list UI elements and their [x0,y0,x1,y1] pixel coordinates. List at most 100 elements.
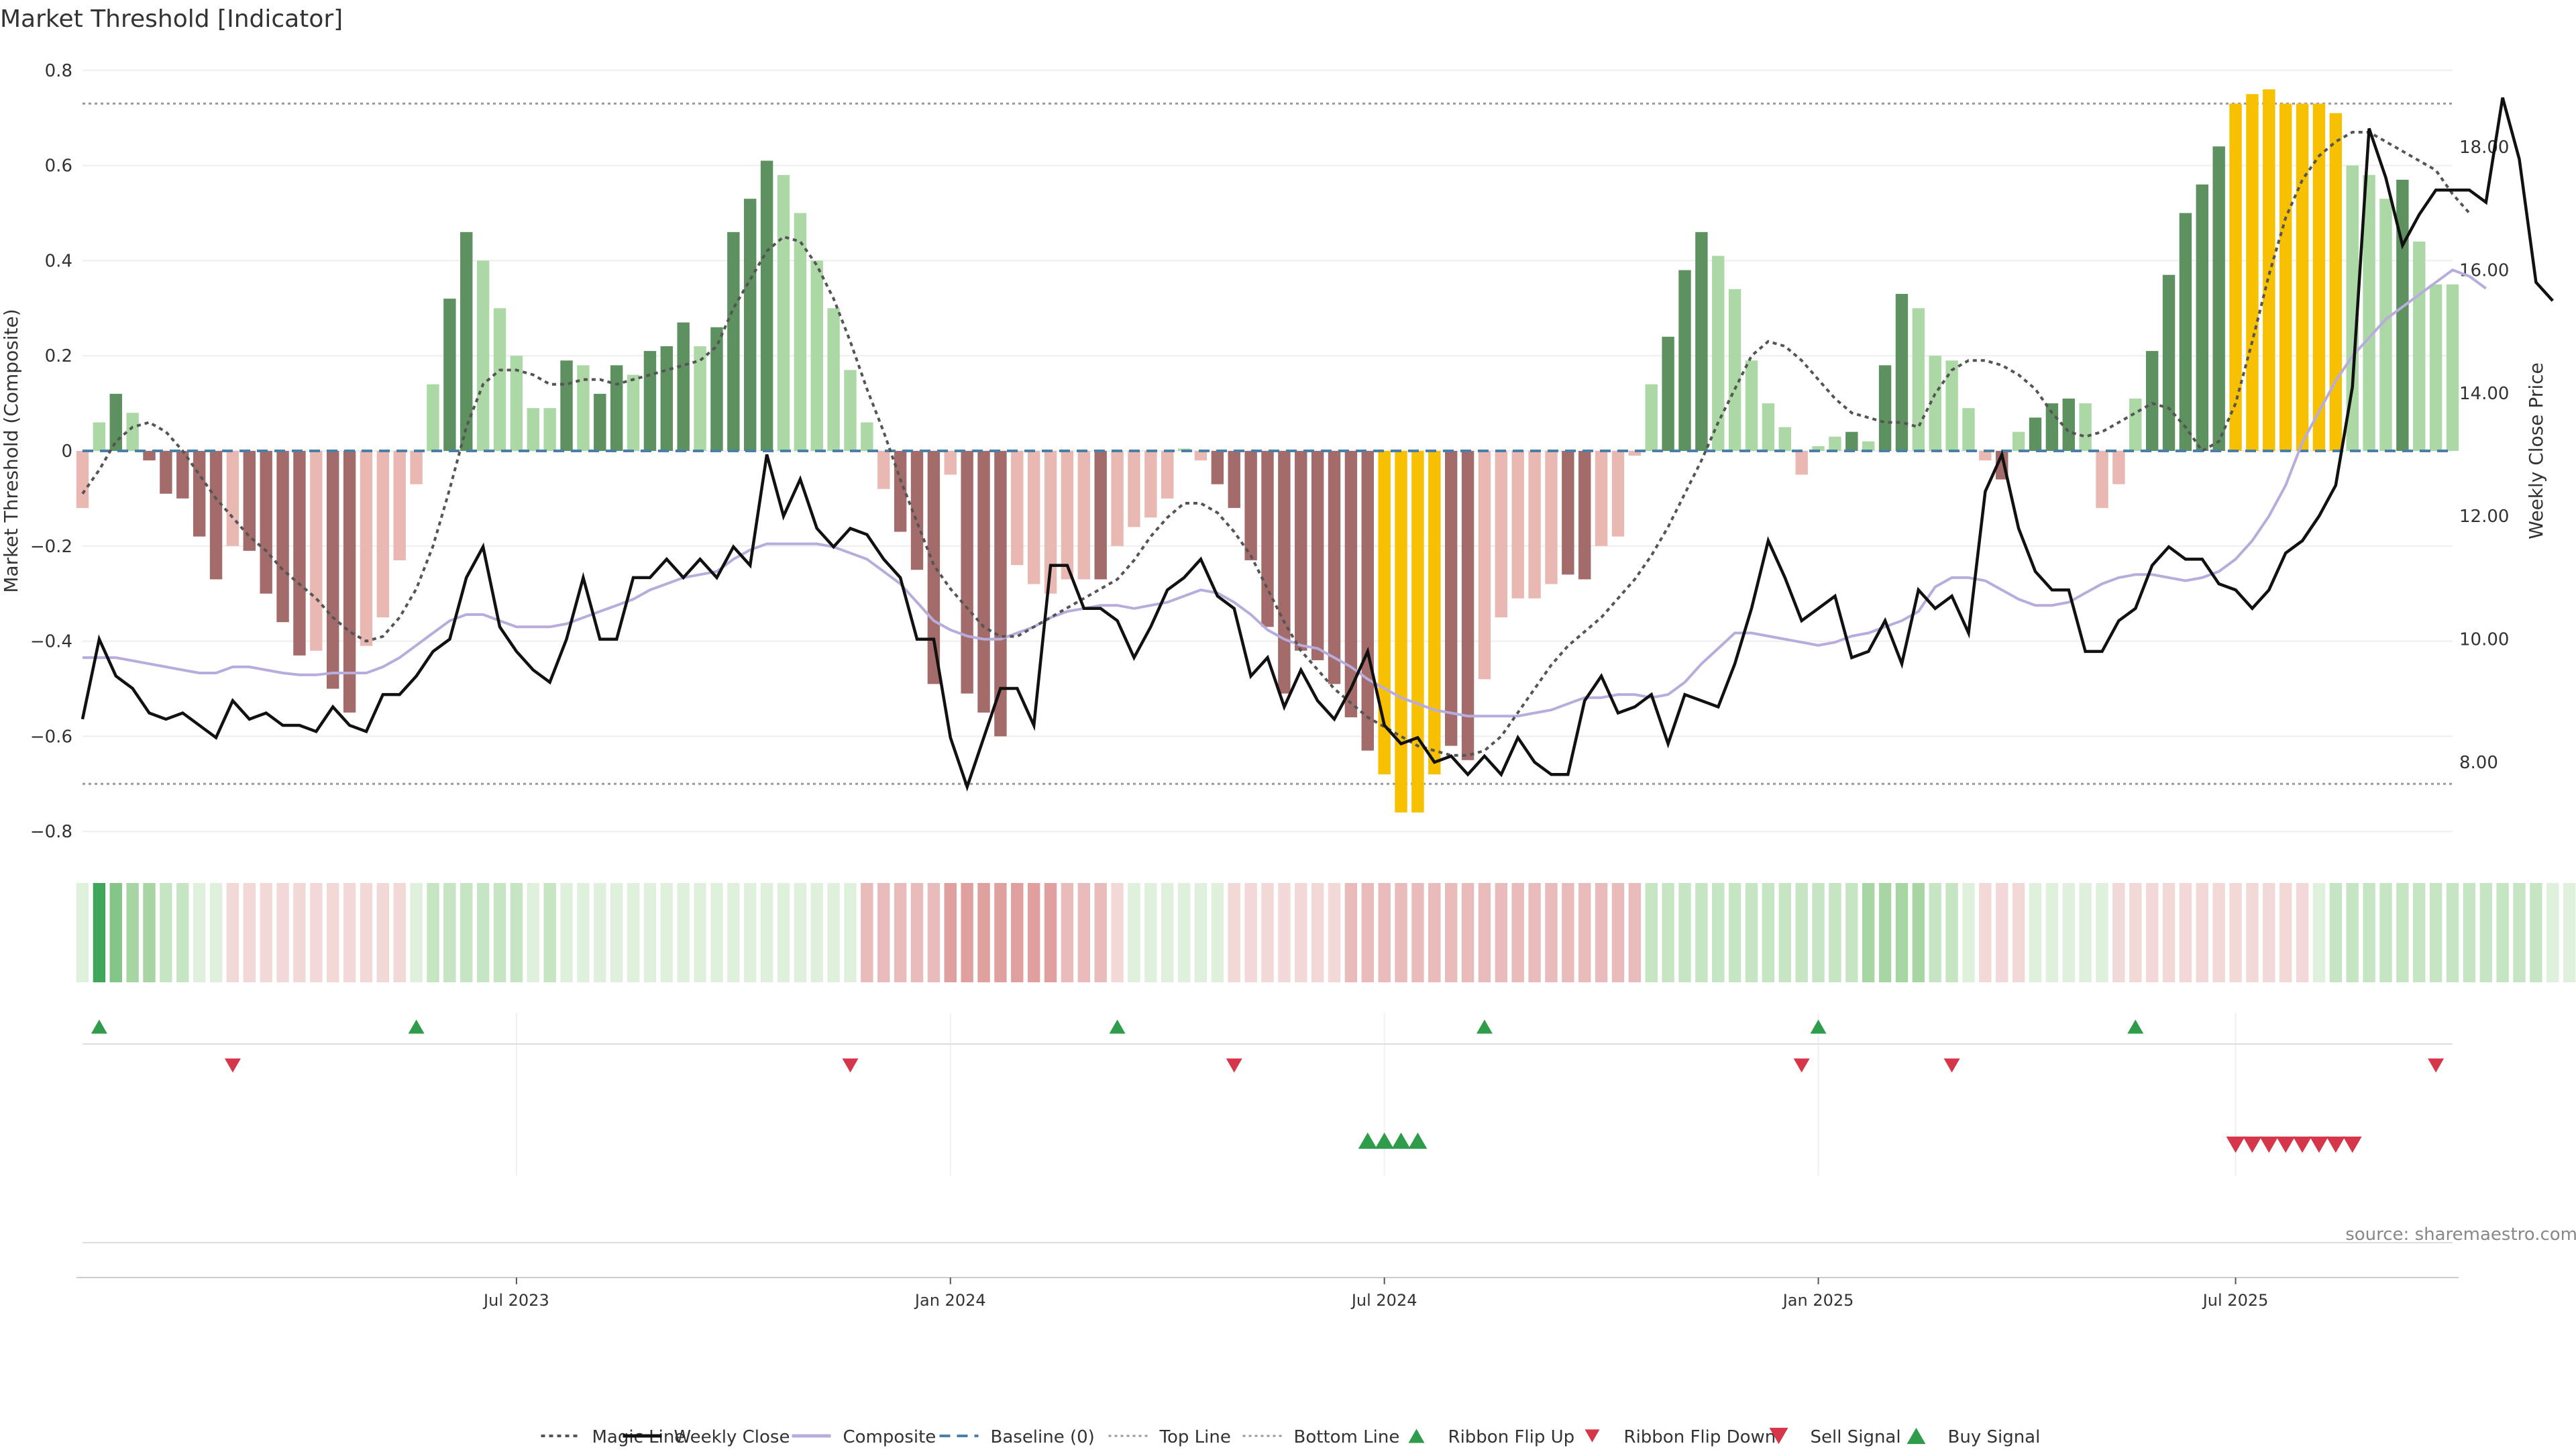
ribbon-cell [410,883,423,982]
ribbon-cell [944,883,957,982]
composite-bar [1962,408,1975,451]
composite-bar [343,451,356,713]
ribbon-flip-up-marker [2127,1019,2144,1034]
ribbon-cell [1979,883,1992,982]
composite-bar [994,451,1007,737]
composite-bar [109,393,122,451]
composite-bar [977,451,990,713]
ribbon-cell [577,883,590,982]
composite-bar [310,451,323,651]
ribbon-cell [1177,883,1191,982]
ribbon-cell [2096,883,2108,982]
ribbon-cell [1728,883,1741,982]
ribbon-cell [560,883,573,982]
composite-bar [2179,213,2192,451]
composite-bar [1945,360,1958,451]
composite-bar [1829,436,1841,451]
composite-bar [2379,199,2392,451]
composite-bar [510,356,523,451]
ribbon-cell [126,883,139,982]
ribbon-cell [326,883,339,982]
composite-bar [2145,351,2159,451]
composite-bar [944,451,957,475]
ribbon-cell [443,883,456,982]
ribbon-cell [1912,883,1925,982]
ribbon-cell [894,883,907,982]
composite-bar [1695,231,1708,451]
ribbon-cell [1328,883,1341,982]
ribbon-cell [677,883,690,982]
composite-bar [1595,451,1608,546]
composite-bar [1712,256,1725,451]
composite-bar [460,231,473,451]
ribbon-cell [1211,883,1224,982]
ribbon-cell [2530,883,2542,982]
ribbon-cell [543,883,556,982]
y-tick-label-left: 0.8 [45,61,72,81]
ribbon-cell [2079,883,2092,982]
composite-bar [643,351,657,451]
composite-bar [1011,451,1024,566]
composite-bar [1511,451,1524,599]
ribbon-cell [627,883,640,982]
ribbon-cell [1996,883,2008,982]
composite-bar [2096,451,2108,509]
ribbon-cell [293,883,306,982]
source-note: source: sharemaestro.com [2345,1225,2576,1245]
ribbon-cell [2062,883,2075,982]
composite-bar [93,422,106,451]
composite-bar [694,346,706,451]
composite-bar [1244,451,1257,561]
composite-bar [1411,451,1424,813]
composite-bar [1444,451,1458,746]
ribbon-cell [76,883,89,982]
ribbon-cell [1061,883,1074,982]
legend-label: Weekly Close [674,1427,790,1447]
sell-signal-marker [2259,1136,2279,1153]
ribbon-cell [343,883,356,982]
composite-bar [1728,289,1741,451]
composite-bar [2112,451,2125,484]
composite-bar [1144,451,1157,518]
buy-signal-marker [1358,1132,1377,1149]
ribbon-cell [1244,883,1257,982]
ribbon-cell [1862,883,1875,982]
ribbon-cell [877,883,890,982]
y-tick-label-right: 18.00 [2459,138,2509,158]
sell-signal-marker [2293,1136,2312,1153]
legend-swatch [1408,1429,1425,1443]
composite-bar [143,451,156,461]
ribbon-cell [176,883,189,982]
composite-bar [2062,399,2075,451]
composite-bar [2246,94,2259,451]
buy-signal-marker [1408,1132,1428,1149]
buy-signal-marker [1375,1132,1394,1149]
ribbon-cell [260,883,272,982]
composite-bar [1194,451,1208,461]
composite-bar [1862,441,1875,451]
composite-bar [276,451,289,623]
ribbon-cell [1044,883,1057,982]
x-tick-label: Jul 2023 [482,1291,549,1310]
ribbon-cell [2012,883,2025,982]
composite-bar [1562,451,1574,575]
ribbon-cell [193,883,206,982]
ribbon-cell [1878,883,1892,982]
ribbon-cell [744,883,757,982]
ribbon-cell [861,883,873,982]
composite-bar [827,308,840,451]
y-tick-label-left: −0.6 [30,727,72,747]
ribbon-cell [1111,883,1124,982]
ribbon-cell [1778,883,1791,982]
ribbon-cell [1695,883,1708,982]
magic-line [81,131,2471,757]
ribbon-cell [1929,883,1941,982]
x-tick-label: Jul 2024 [1350,1291,1417,1310]
ribbon-cell [510,883,523,982]
ribbon-cell [827,883,840,982]
composite-bar [1662,336,1674,451]
ribbon-cell [1311,883,1324,982]
ribbon-cell [2479,883,2492,982]
y-tick-label-right: 12.00 [2459,507,2509,527]
buy-signal-marker [1391,1132,1411,1149]
